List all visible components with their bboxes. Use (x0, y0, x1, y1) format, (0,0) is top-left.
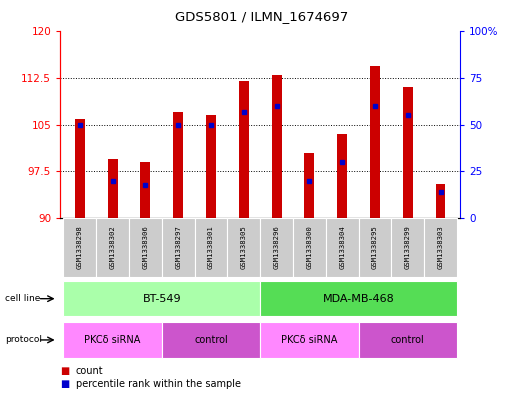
Text: percentile rank within the sample: percentile rank within the sample (76, 379, 241, 389)
Text: GSM1338302: GSM1338302 (110, 226, 116, 270)
Bar (359, 322, 457, 358)
Text: protocol: protocol (5, 336, 42, 344)
Bar (96, 218, 129, 277)
Bar (141, 162, 150, 218)
Bar (63, 322, 162, 358)
Bar (370, 66, 380, 218)
Bar (391, 218, 424, 277)
Bar (239, 81, 249, 218)
Bar (63, 218, 96, 277)
Text: GDS5801 / ILMN_1674697: GDS5801 / ILMN_1674697 (175, 10, 348, 23)
Text: MDA-MB-468: MDA-MB-468 (323, 294, 394, 304)
Text: GSM1338299: GSM1338299 (405, 226, 411, 270)
Text: count: count (76, 366, 104, 376)
Bar (260, 281, 457, 316)
Text: GSM1338300: GSM1338300 (306, 226, 312, 270)
Bar (108, 159, 118, 218)
Text: PKCδ siRNA: PKCδ siRNA (84, 335, 141, 345)
Bar (304, 153, 314, 218)
Text: GSM1338306: GSM1338306 (142, 226, 149, 270)
Text: cell line: cell line (5, 294, 41, 303)
Bar (173, 112, 183, 218)
Bar (403, 87, 413, 218)
Bar (129, 218, 162, 277)
Bar (260, 218, 293, 277)
Text: GSM1338298: GSM1338298 (77, 226, 83, 270)
Bar (162, 218, 195, 277)
Bar (63, 281, 260, 316)
Bar (206, 116, 216, 218)
Text: ■: ■ (60, 366, 70, 376)
Text: GSM1338301: GSM1338301 (208, 226, 214, 270)
Text: GSM1338305: GSM1338305 (241, 226, 247, 270)
Bar (326, 218, 359, 277)
Bar (260, 322, 359, 358)
Text: PKCδ siRNA: PKCδ siRNA (281, 335, 337, 345)
Bar (337, 134, 347, 218)
Text: ■: ■ (60, 379, 70, 389)
Text: BT-549: BT-549 (142, 294, 181, 304)
Bar (424, 218, 457, 277)
Text: GSM1338296: GSM1338296 (274, 226, 280, 270)
Bar (162, 322, 260, 358)
Bar (75, 119, 85, 218)
Bar (195, 218, 228, 277)
Text: GSM1338295: GSM1338295 (372, 226, 378, 270)
Text: GSM1338304: GSM1338304 (339, 226, 345, 270)
Text: control: control (194, 335, 228, 345)
Text: control: control (391, 335, 425, 345)
Bar (436, 184, 446, 218)
Text: GSM1338297: GSM1338297 (175, 226, 181, 270)
Bar (293, 218, 326, 277)
Bar (359, 218, 391, 277)
Bar (271, 75, 281, 218)
Bar (228, 218, 260, 277)
Text: GSM1338303: GSM1338303 (438, 226, 444, 270)
